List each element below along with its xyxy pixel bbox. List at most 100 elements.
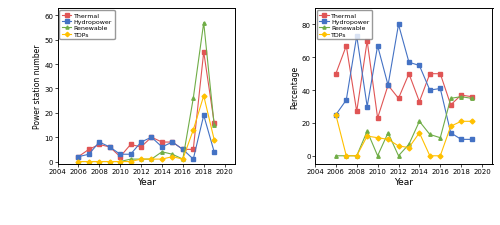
TDPs (374, 137, 380, 139)
TDPs (211, 139, 217, 141)
Renewable (211, 124, 217, 127)
Thermal (406, 73, 412, 76)
Thermal (344, 45, 349, 48)
TDPs (448, 125, 454, 128)
Thermal (159, 141, 165, 144)
Hydropower (385, 84, 391, 87)
Thermal (86, 148, 92, 151)
Hydropower (180, 148, 186, 151)
TDPs (458, 120, 464, 123)
X-axis label: Year: Year (137, 177, 156, 186)
Hydropower (211, 151, 217, 153)
Thermal (96, 144, 102, 146)
Thermal (211, 122, 217, 124)
Line: Renewable: Renewable (76, 22, 216, 164)
Thermal (416, 101, 422, 104)
TDPs (117, 160, 123, 163)
Legend: Thermal, Hydropower, Renewable, TDPs: Thermal, Hydropower, Renewable, TDPs (317, 11, 372, 40)
Thermal (448, 104, 454, 107)
Renewable (427, 133, 433, 136)
Renewable (180, 158, 186, 161)
Renewable (448, 97, 454, 100)
Y-axis label: Percentage: Percentage (290, 65, 299, 108)
Line: Thermal: Thermal (334, 40, 473, 120)
TDPs (333, 114, 339, 117)
TDPs (427, 155, 433, 157)
Renewable (396, 155, 402, 157)
Hydropower (354, 35, 360, 38)
TDPs (190, 129, 196, 132)
Renewable (468, 97, 474, 100)
TDPs (180, 158, 186, 161)
Thermal (396, 97, 402, 100)
Hydropower (427, 89, 433, 92)
TDPs (106, 160, 112, 163)
Thermal (170, 141, 175, 144)
Renewable (385, 132, 391, 135)
TDPs (76, 160, 82, 163)
TDPs (385, 138, 391, 141)
Hydropower (468, 138, 474, 141)
TDPs (364, 135, 370, 138)
Thermal (148, 136, 154, 139)
TDPs (148, 158, 154, 161)
Line: Hydropower: Hydropower (76, 114, 216, 161)
Renewable (416, 120, 422, 123)
Thermal (180, 148, 186, 151)
Renewable (458, 96, 464, 99)
Hydropower (128, 153, 134, 156)
Renewable (200, 22, 206, 25)
Renewable (86, 160, 92, 163)
Hydropower (86, 153, 92, 156)
Hydropower (344, 99, 349, 102)
TDPs (344, 155, 349, 157)
Hydropower (396, 24, 402, 27)
Hydropower (190, 158, 196, 161)
Hydropower (76, 156, 82, 158)
Line: Renewable: Renewable (334, 96, 473, 158)
Hydropower (438, 88, 444, 90)
Hydropower (170, 141, 175, 144)
TDPs (468, 120, 474, 123)
Line: Thermal: Thermal (76, 51, 216, 159)
TDPs (170, 156, 175, 158)
Renewable (364, 130, 370, 133)
Thermal (200, 51, 206, 54)
Hydropower (138, 141, 144, 144)
Line: Hydropower: Hydropower (334, 24, 473, 142)
Hydropower (333, 114, 339, 117)
Thermal (333, 73, 339, 76)
Renewable (117, 160, 123, 163)
Renewable (333, 155, 339, 157)
Thermal (438, 73, 444, 76)
Thermal (354, 111, 360, 113)
TDPs (396, 145, 402, 148)
Hydropower (159, 146, 165, 149)
Hydropower (416, 65, 422, 68)
Renewable (354, 155, 360, 157)
Renewable (138, 158, 144, 161)
Legend: Thermal, Hydropower, Renewable, TDPs: Thermal, Hydropower, Renewable, TDPs (60, 11, 114, 40)
Hydropower (364, 106, 370, 108)
Renewable (159, 151, 165, 153)
Hydropower (406, 62, 412, 64)
TDPs (86, 160, 92, 163)
Hydropower (200, 114, 206, 117)
Renewable (148, 158, 154, 161)
TDPs (138, 158, 144, 161)
Thermal (76, 156, 82, 158)
TDPs (200, 95, 206, 98)
Thermal (468, 96, 474, 99)
Renewable (344, 155, 349, 157)
Thermal (117, 156, 123, 158)
Thermal (128, 144, 134, 146)
Hydropower (117, 153, 123, 156)
Thermal (190, 148, 196, 151)
TDPs (354, 155, 360, 157)
TDPs (406, 146, 412, 149)
Hydropower (96, 141, 102, 144)
Renewable (106, 160, 112, 163)
Renewable (190, 97, 196, 100)
Thermal (364, 40, 370, 43)
Renewable (96, 160, 102, 163)
